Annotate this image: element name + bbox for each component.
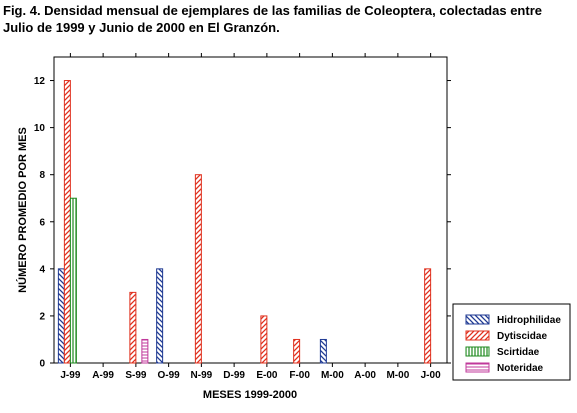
x-tick-label: A-00 [354,370,376,381]
bar-hidrophilidae-0 [57,268,65,364]
legend-swatch [465,314,490,325]
bar-dytiscidae-2 [129,291,137,364]
x-tick-label: M-00 [386,370,409,381]
y-tick-label: 10 [34,123,46,134]
x-tick-label: J-99 [60,370,80,381]
bar-scirtidae-0 [69,197,77,364]
legend-swatch [465,362,490,373]
y-tick-label: 6 [39,217,45,228]
x-tick-label: F-00 [289,370,310,381]
bar-dytiscidae-6 [260,315,268,364]
y-tick-label: 2 [39,311,45,322]
y-tick-label: 0 [39,359,45,370]
figure-caption: Fig. 4. Densidad mensual de ejemplares d… [3,3,542,35]
plot-frame [53,56,448,364]
x-axis-title: MESES 1999-2000 [203,389,297,401]
legend-label: Noteridae [497,363,544,374]
legend-label: Hidrophilidae [497,315,561,326]
y-axis-ticks: 0 2 4 6 8 10 12 [34,76,451,370]
bar-dytiscidae-4 [194,174,202,364]
x-tick-label: S-99 [125,370,147,381]
x-tick-label: M-00 [321,370,344,381]
bars [57,80,432,364]
legend-swatch [465,346,490,357]
legend-swatch [465,330,490,341]
y-tick-label: 12 [34,76,46,87]
x-tick-label: N-99 [191,370,213,381]
y-axis-title: NÚMERO PROMEDIO POR MES [16,127,29,293]
legend: Hidrophilidae Dytiscidae Scirtidae Noterida… [452,303,571,381]
x-tick-label: J-00 [421,370,441,381]
y-tick-label: 4 [39,264,45,275]
bar-dytiscidae-11 [424,268,432,364]
x-tick-label: O-99 [158,370,181,381]
x-axis-ticks: J-99 A-99 S-99 O-99 N-99 D-99 E-00 F-00 M-00 A-00… [60,53,441,381]
bar-dytiscidae-0 [63,80,71,364]
bar-hidrophilidae-8 [319,338,327,364]
legend-label: Dytiscidae [497,331,547,342]
bar-noteridae-2 [141,338,149,364]
bar-dytiscidae-7 [293,338,301,364]
x-tick-label: E-00 [256,370,278,381]
bar-hidrophilidae-3 [156,268,164,364]
x-tick-label: D-99 [223,370,245,381]
x-tick-label: A-99 [92,370,114,381]
legend-label: Scirtidae [497,347,540,358]
y-tick-label: 8 [39,170,45,181]
